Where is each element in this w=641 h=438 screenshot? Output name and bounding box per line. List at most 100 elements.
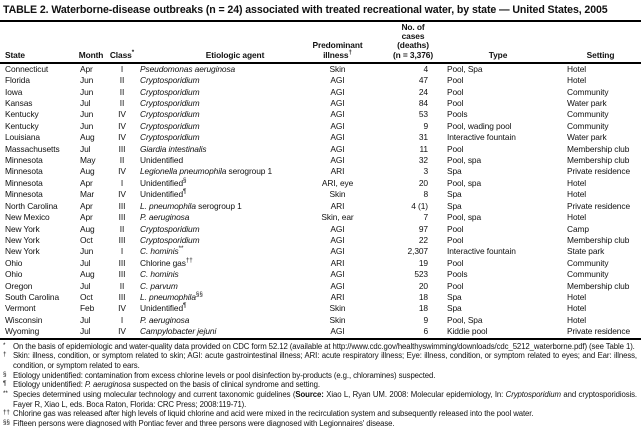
footnote-marker: † [3, 351, 7, 359]
table-row: Ohio Jul III Chlorine gas†† ARI 19 Pool Communi… [0, 257, 641, 269]
cell-predominant-illness: Skin [329, 314, 346, 325]
cell-type: Pool [447, 223, 464, 234]
cell-class: IV [118, 166, 126, 177]
cell-etiologic-agent: Pseudomonas aeruginosa [140, 63, 236, 74]
cell-predominant-illness: Skin, ear [321, 212, 354, 223]
cell-predominant-illness: AGI [330, 155, 345, 166]
cell-setting: Hotel [567, 63, 587, 74]
footnote-ref: ** [178, 245, 184, 253]
cell-type: Pool [447, 86, 464, 97]
cell-etiologic-agent: Giardia intestinalis [140, 143, 207, 154]
cell-month: Jun [80, 246, 94, 257]
cell-predominant-illness: AGI [330, 223, 345, 234]
cell-month: Mar [80, 189, 95, 200]
cell-etiologic-agent: P. aeruginosa [140, 212, 190, 223]
cell-state: Oregon [5, 280, 33, 291]
cell-setting: Private residence [567, 200, 631, 211]
cell-etiologic-agent: Unidentified¶ [140, 188, 187, 200]
cell-month: May [80, 155, 96, 166]
cell-class: III [118, 257, 126, 268]
table-row: Minnesota Mar IV Unidentified¶ Skin 8 Spa Hotel [0, 189, 641, 200]
cell-class: II [119, 86, 125, 97]
cell-type: Spa [447, 189, 462, 200]
cell-setting: Membership club [567, 234, 630, 245]
cell-etiologic-agent: Cryptosporidium [140, 109, 200, 120]
cell-etiologic-agent: P. aeruginosa [140, 314, 190, 325]
footnote-marker: § [3, 370, 7, 378]
cell-setting: Hotel [567, 177, 587, 188]
col-header-cases: No. of cases (deaths) (n = 3,376) [390, 22, 436, 64]
col-header-state: State [0, 22, 78, 64]
cell-predominant-illness: AGI [330, 269, 345, 280]
cell-setting: Hotel [567, 314, 587, 325]
cell-class: II [119, 75, 125, 86]
cell-etiologic-agent: C. parvum [140, 280, 178, 291]
cell-cases: 18 [418, 303, 428, 314]
table-row: Minnesota Apr I Unidentified§ ARI, eye 20 Pool… [0, 177, 641, 189]
table-row: Minnesota May II Unidentified AGI 32 Pool, spa… [0, 155, 641, 166]
cell-month: Oct [80, 291, 93, 302]
cell-etiologic-agent: Unidentified [140, 155, 184, 166]
cell-type: Pool [447, 257, 464, 268]
cell-cases: 11 [419, 143, 429, 154]
cell-setting: Water park [567, 132, 607, 143]
cell-month: Jul [80, 143, 91, 154]
cell-type: Pool, wading pool [447, 120, 512, 131]
table-row: New York Jun I C. hominis** AGI 2,307 Interact… [0, 246, 641, 257]
cell-state: Connecticut [5, 63, 49, 74]
cell-predominant-illness: AGI [330, 326, 345, 337]
cell-cases: 8 [423, 189, 428, 200]
cell-month: Apr [80, 63, 93, 74]
footnotes: * On the basis of epidemiologic and water… [0, 340, 641, 429]
cell-class: III [118, 269, 126, 280]
table-row: Kentucky Jun IV Cryptosporidium AGI 53 Pools Co… [0, 109, 641, 120]
cell-predominant-illness: ARI, eye [321, 177, 354, 188]
table-row: Florida Jun II Cryptosporidium AGI 47 Pool Hote… [0, 75, 641, 86]
table-row: Connecticut Apr I Pseudomonas aeruginosa Ski… [0, 63, 641, 75]
cell-predominant-illness: ARI [330, 257, 345, 268]
cell-etiologic-agent: Unidentified¶ [140, 302, 187, 314]
table-row: New York Aug II Cryptosporidium AGI 97 Pool Cam… [0, 224, 641, 235]
cell-class: IV [118, 109, 126, 120]
table-row: New Mexico Apr III P. aeruginosa Skin, ear 7 P… [0, 212, 641, 223]
cell-type: Spa [447, 166, 462, 177]
col-header-class: Class* [104, 22, 140, 64]
cell-month: Jun [80, 75, 94, 86]
cell-cases: 20 [418, 177, 428, 188]
cell-type: Interactive fountain [447, 132, 516, 143]
cell-state: Florida [5, 75, 30, 86]
cell-predominant-illness: AGI [330, 120, 345, 131]
cell-cases: 4 (1) [411, 200, 428, 211]
table-row: Wyoming Jul IV Campylobacter jejuni AGI 6 Kidd… [0, 326, 641, 337]
table-row: Massachusetts Jul III Giardia intestinalis A… [0, 144, 641, 155]
cell-etiologic-agent: C. hominis [140, 269, 179, 280]
cell-setting: Community [567, 109, 609, 120]
cell-class: II [119, 155, 125, 166]
cell-cases: 18 [418, 291, 428, 302]
cell-type: Interactive fountain [447, 246, 516, 257]
cell-etiologic-agent: Cryptosporidium [140, 132, 200, 143]
cell-predominant-illness: AGI [330, 132, 345, 143]
cell-class: III [118, 212, 126, 223]
footnote: * On the basis of epidemiologic and water… [3, 341, 635, 351]
cell-cases: 9 [423, 314, 428, 325]
cell-setting: State park [567, 246, 605, 257]
cell-state: Minnesota [5, 177, 43, 188]
cell-state: Wyoming [5, 326, 40, 337]
cell-month: Aug [80, 269, 95, 280]
cell-class: II [119, 223, 125, 234]
cell-state: New York [5, 234, 40, 245]
cell-month: Aug [80, 132, 95, 143]
cell-month: Apr [80, 177, 93, 188]
cell-etiologic-agent: C. hominis** [140, 245, 184, 257]
cell-predominant-illness: ARI [330, 200, 345, 211]
cell-type: Pool [447, 234, 464, 245]
cell-cases: 24 [418, 86, 428, 97]
cell-month: Jul [80, 98, 91, 109]
cell-type: Pool [447, 280, 464, 291]
cell-month: Jul [80, 280, 91, 291]
footnote: § Etiology unidentified: contamination fr… [3, 370, 436, 380]
cell-class: IV [118, 120, 126, 131]
footnote-marker: †† [3, 409, 10, 417]
